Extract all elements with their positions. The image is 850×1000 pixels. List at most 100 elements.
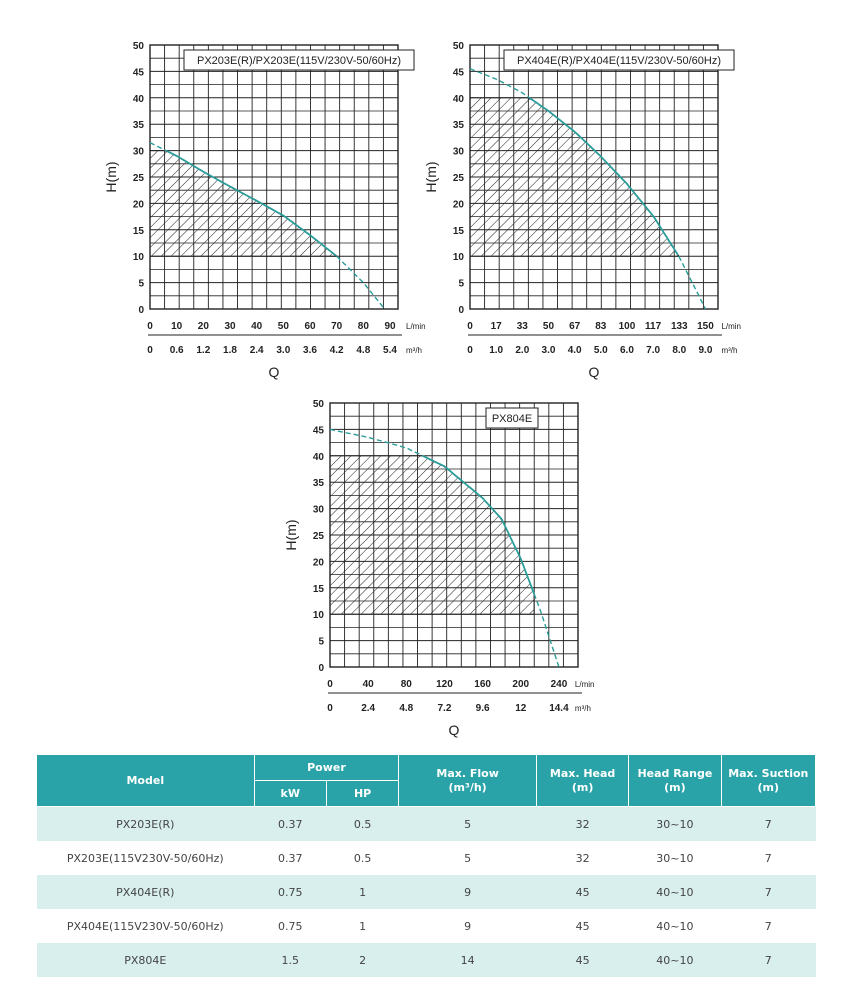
y-tick-label: 5 xyxy=(458,279,464,290)
cell-head-range: 30~10 xyxy=(628,806,722,841)
cell-kw: 0.75 xyxy=(254,875,327,909)
cell-max-suction: 7 xyxy=(721,875,816,909)
cell-max-suction: 7 xyxy=(721,806,816,841)
cell-kw: 0.37 xyxy=(278,851,303,865)
x-tick-label-m3h: 9.6 xyxy=(476,703,490,714)
header-max-suction: Max. Suction (m) xyxy=(720,754,817,807)
cell-max-flow: 14 xyxy=(398,943,537,977)
cell-max-flow: 9 xyxy=(398,875,537,909)
x-tick-label-lmin: 120 xyxy=(436,679,453,690)
cell-hp: 0.5 xyxy=(353,851,372,865)
operating-range-area xyxy=(329,455,535,615)
performance-curve xyxy=(530,98,679,256)
cell-model: PX203E(R) xyxy=(36,806,255,841)
x-tick-label-m3h: 3.6 xyxy=(303,345,317,356)
y-tick-label: 25 xyxy=(453,173,465,184)
header-kw: kW xyxy=(253,780,327,807)
table-row: PX404E(R) 0.75 1 9 45 40~10 7 xyxy=(36,875,816,909)
cell-hp: 2 xyxy=(326,943,399,977)
cell-head-range: 40~10 xyxy=(656,919,694,933)
x-tick-label-m3h: 2.4 xyxy=(361,703,375,714)
table-row: PX404E(115V230V-50/60Hz) 0.75 1 9 45 40~… xyxy=(37,909,816,943)
x-tick-label-m3h: 3.0 xyxy=(276,345,290,356)
table-row: PX203E(R) 0.37 0.5 5 32 30~10 7 xyxy=(36,806,816,841)
legend-label: PX203E(R)/PX203E(115V/230V-50/60Hz) xyxy=(197,55,401,67)
cell-head-range: 30~10 xyxy=(656,851,694,865)
x-tick-label-m3h: 0 xyxy=(467,345,473,356)
y-tick-label: 25 xyxy=(313,531,325,542)
curve-dashed-start xyxy=(329,428,424,457)
curve-dashed-start xyxy=(469,68,532,100)
header-model: Model xyxy=(36,754,255,807)
y-tick-label: 0 xyxy=(138,305,144,316)
cell-hp: 1 xyxy=(326,875,399,909)
curve-dashed-end xyxy=(336,255,386,310)
y-tick-label: 35 xyxy=(313,478,325,489)
cell-head-range: 40~10 xyxy=(628,875,722,909)
x-tick-label-m3h: 0 xyxy=(327,703,333,714)
cell-model: PX804E xyxy=(36,943,255,977)
pump-curve-chart-px203e: PX203E(R)/PX203E(115V/230V-50/60Hz) 0 5 10 1… xyxy=(103,41,426,380)
cell-max-head: 32 xyxy=(575,851,590,865)
x-tick-label-lmin: 60 xyxy=(304,321,316,332)
header-max-head-label: Max. Head xyxy=(549,766,616,780)
cell-max-flow: 5 xyxy=(464,851,472,865)
y-tick-label: 20 xyxy=(313,557,325,568)
cell-max-head: 32 xyxy=(536,806,629,841)
x-tick-label-m3h: 6.0 xyxy=(620,345,634,356)
x-tick-label-lmin: 80 xyxy=(358,321,370,332)
header-head-range: Head Range (m) xyxy=(628,754,722,807)
cell-max-head: 45 xyxy=(536,875,629,909)
y-tick-label: 40 xyxy=(313,452,325,463)
x-tick-label-m3h: 4.2 xyxy=(330,345,344,356)
header-max-head: Max. Head (m) xyxy=(535,754,630,807)
y-tick-label: 15 xyxy=(133,226,145,237)
x-tick-label-lmin: 83 xyxy=(595,321,607,332)
x-tick-label-lmin: 0 xyxy=(467,321,473,332)
y-tick-label: 0 xyxy=(458,305,464,316)
x-unit-m3h: m³/h xyxy=(575,704,591,713)
x-tick-label-lmin: 100 xyxy=(619,321,636,332)
header-max-suction-unit: (m) xyxy=(757,780,780,794)
y-axis-title: H(m) xyxy=(423,161,439,192)
legend-label: PX804E xyxy=(492,413,532,425)
x-tick-label-lmin: 40 xyxy=(251,321,263,332)
x-tick-label-lmin: 200 xyxy=(512,679,529,690)
x-tick-label-lmin: 150 xyxy=(697,321,714,332)
y-tick-label: 10 xyxy=(133,252,145,263)
x-tick-label-lmin: 17 xyxy=(491,321,503,332)
x-tick-label-m3h: 1.8 xyxy=(223,345,237,356)
performance-curve xyxy=(423,455,535,595)
legend-box xyxy=(183,49,415,71)
x-tick-label-lmin: 117 xyxy=(645,321,662,332)
y-tick-label: 50 xyxy=(313,399,325,410)
legend-box xyxy=(503,49,735,71)
x-unit-m3h: m³/h xyxy=(406,346,422,355)
x-tick-label-lmin: 20 xyxy=(198,321,210,332)
header-max-suction-label: Max. Suction xyxy=(728,766,809,780)
x-axis-title: Q xyxy=(589,364,600,380)
x-tick-label-lmin: 30 xyxy=(224,321,236,332)
y-tick-label: 35 xyxy=(133,120,145,131)
y-tick-label: 15 xyxy=(453,226,465,237)
x-tick-label-m3h: 12 xyxy=(515,703,527,714)
header-power: Power xyxy=(253,754,400,781)
x-tick-label-m3h: 2.0 xyxy=(515,345,529,356)
x-tick-label-m3h: 0.6 xyxy=(170,345,184,356)
cell-model: PX404E(R) xyxy=(36,875,255,909)
x-tick-label-lmin: 133 xyxy=(671,321,688,332)
cell-head-range: 40~10 xyxy=(628,943,722,977)
x-tick-label-m3h: 0 xyxy=(147,345,153,356)
cell-kw: 0.37 xyxy=(254,806,327,841)
table-row: PX203E(115V230V-50/60Hz) 0.37 0.5 5 32 3… xyxy=(37,841,816,875)
y-tick-label: 30 xyxy=(133,147,145,158)
y-tick-label: 5 xyxy=(318,637,324,648)
x-tick-label-lmin: 0 xyxy=(147,321,153,332)
x-tick-label-m3h: 3.0 xyxy=(542,345,556,356)
pump-curve-chart-px404e: PX404E(R)/PX404E(115V/230V-50/60Hz) 0 5 10 1… xyxy=(423,41,741,380)
legend-label: PX404E(R)/PX404E(115V/230V-50/60Hz) xyxy=(517,55,721,67)
x-tick-label-lmin: 70 xyxy=(331,321,343,332)
x-tick-label-m3h: 8.0 xyxy=(672,345,686,356)
cell-max-head: 45 xyxy=(575,919,590,933)
